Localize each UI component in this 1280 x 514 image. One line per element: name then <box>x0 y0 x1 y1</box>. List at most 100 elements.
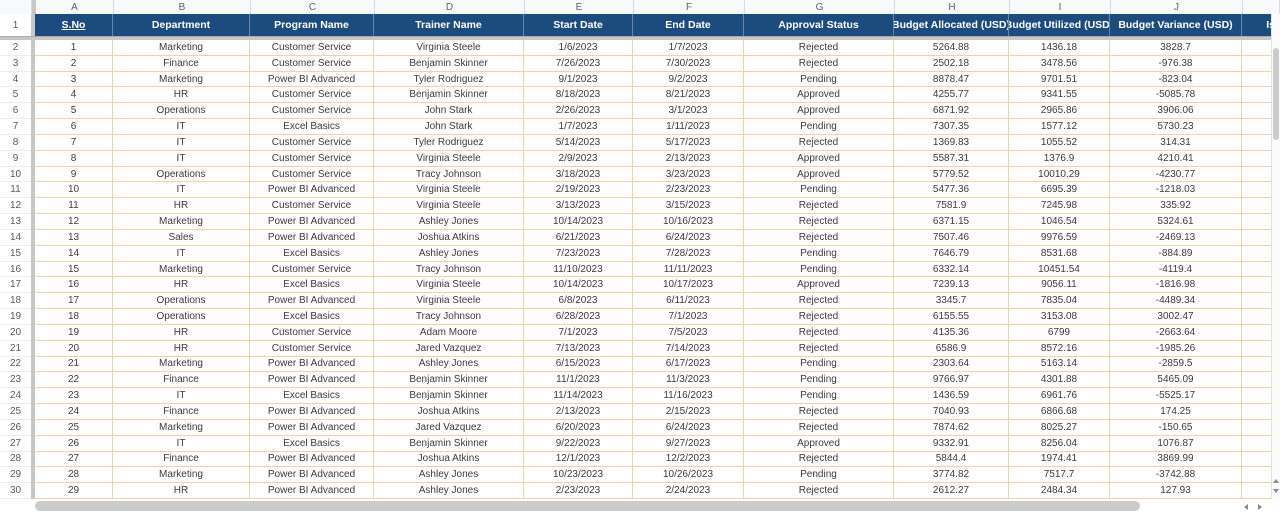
cell-G28[interactable]: Rejected <box>744 451 894 468</box>
cell-B14[interactable]: Sales <box>113 229 250 246</box>
cell-F27[interactable]: 9/27/2023 <box>633 435 744 452</box>
header-cell-H[interactable]: Budget Allocated (USD) <box>894 14 1009 36</box>
cell-D6[interactable]: John Stark <box>374 103 524 120</box>
cell-E10[interactable]: 3/18/2023 <box>524 166 633 183</box>
cell-C7[interactable]: Excel Basics <box>250 119 374 135</box>
cell-D28[interactable]: Joshua Atkins <box>374 451 524 468</box>
cell-G9[interactable]: Approved <box>744 150 894 167</box>
cell-H9[interactable]: 5587.31 <box>894 150 1009 167</box>
column-letter-D[interactable]: D <box>375 0 525 14</box>
cell-A29[interactable]: 28 <box>35 467 113 484</box>
cell-E4[interactable]: 9/1/2023 <box>524 71 633 88</box>
cell-I6[interactable]: 2965.86 <box>1009 103 1110 120</box>
cell-A12[interactable]: 11 <box>35 198 113 215</box>
cell-k25[interactable] <box>1242 404 1280 420</box>
cell-I18[interactable]: 7835.04 <box>1009 293 1110 310</box>
cell-J23[interactable]: 5465.09 <box>1110 372 1242 389</box>
cell-I27[interactable]: 8256.04 <box>1009 435 1110 452</box>
cell-D3[interactable]: Benjamin Skinner <box>374 55 524 72</box>
cell-H30[interactable]: 2612.27 <box>894 483 1009 500</box>
cell-F29[interactable]: 10/26/2023 <box>633 467 744 484</box>
cell-A25[interactable]: 24 <box>35 404 113 420</box>
cell-I25[interactable]: 6866.68 <box>1009 404 1110 420</box>
cell-H21[interactable]: 6586.9 <box>894 340 1009 357</box>
cell-A9[interactable]: 8 <box>35 150 113 167</box>
cell-D24[interactable]: Benjamin Skinner <box>374 388 524 405</box>
cell-J28[interactable]: 3869.99 <box>1110 451 1242 468</box>
cell-E13[interactable]: 10/14/2023 <box>524 214 633 230</box>
cell-J24[interactable]: -5525.17 <box>1110 388 1242 405</box>
cell-F18[interactable]: 6/11/2023 <box>633 293 744 310</box>
scroll-down-icon[interactable] <box>1273 489 1279 493</box>
cell-B18[interactable]: Operations <box>113 293 250 310</box>
cell-A16[interactable]: 15 <box>35 261 113 278</box>
scroll-right-icon[interactable] <box>1258 504 1262 510</box>
cell-A8[interactable]: 7 <box>35 134 113 151</box>
cell-G2[interactable]: Rejected <box>744 40 894 56</box>
cell-D23[interactable]: Benjamin Skinner <box>374 372 524 389</box>
cell-D19[interactable]: Tracy Johnson <box>374 309 524 325</box>
cell-C10[interactable]: Customer Service <box>250 166 374 183</box>
cell-E28[interactable]: 12/1/2023 <box>524 451 633 468</box>
row-number-26[interactable]: 26 <box>0 419 31 436</box>
row-number-20[interactable]: 20 <box>0 324 31 341</box>
cell-D8[interactable]: Tyler Rodriguez <box>374 134 524 151</box>
cell-J15[interactable]: -884.89 <box>1110 245 1242 262</box>
cell-I16[interactable]: 10451.54 <box>1009 261 1110 278</box>
cell-D9[interactable]: Virginia Steele <box>374 150 524 167</box>
row-number-25[interactable]: 25 <box>0 404 31 420</box>
cell-G25[interactable]: Rejected <box>744 404 894 420</box>
row-number-14[interactable]: 14 <box>0 229 31 246</box>
cell-F12[interactable]: 3/15/2023 <box>633 198 744 215</box>
row-number-21[interactable]: 21 <box>0 340 31 357</box>
cell-B4[interactable]: Marketing <box>113 71 250 88</box>
cell-E20[interactable]: 7/1/2023 <box>524 324 633 341</box>
cell-J30[interactable]: 127.93 <box>1110 483 1242 500</box>
cell-F11[interactable]: 2/23/2023 <box>633 182 744 199</box>
row-number-23[interactable]: 23 <box>0 372 31 389</box>
scroll-up-icon[interactable] <box>1273 479 1279 483</box>
cell-C20[interactable]: Customer Service <box>250 324 374 341</box>
header-cell-D[interactable]: Trainer Name <box>374 14 524 36</box>
cell-D22[interactable]: Ashley Jones <box>374 356 524 373</box>
cell-G6[interactable]: Approved <box>744 103 894 120</box>
cell-A5[interactable]: 4 <box>35 87 113 104</box>
cell-J25[interactable]: 174.25 <box>1110 404 1242 420</box>
cell-H6[interactable]: 6871.92 <box>894 103 1009 120</box>
cell-H5[interactable]: 4255.77 <box>894 87 1009 104</box>
cell-B8[interactable]: IT <box>113 134 250 151</box>
cell-G3[interactable]: Rejected <box>744 55 894 72</box>
header-cell-C[interactable]: Program Name <box>250 14 374 36</box>
cell-k7[interactable] <box>1242 119 1280 135</box>
cell-G29[interactable]: Pending <box>744 467 894 484</box>
scroll-left-icon[interactable] <box>1244 504 1248 510</box>
cell-k13[interactable] <box>1242 214 1280 230</box>
cell-I29[interactable]: 7517.7 <box>1009 467 1110 484</box>
cell-F2[interactable]: 1/7/2023 <box>633 40 744 56</box>
cell-B19[interactable]: Operations <box>113 309 250 325</box>
cell-B21[interactable]: HR <box>113 340 250 357</box>
cell-C2[interactable]: Customer Service <box>250 40 374 56</box>
cell-H29[interactable]: 3774.82 <box>894 467 1009 484</box>
cell-B7[interactable]: IT <box>113 119 250 135</box>
cell-k17[interactable] <box>1242 277 1280 294</box>
cell-C11[interactable]: Power BI Advanced <box>250 182 374 199</box>
cell-H7[interactable]: 7307.35 <box>894 119 1009 135</box>
cell-E9[interactable]: 2/9/2023 <box>524 150 633 167</box>
cell-H28[interactable]: 5844.4 <box>894 451 1009 468</box>
cell-J7[interactable]: 5730.23 <box>1110 119 1242 135</box>
cell-C13[interactable]: Power BI Advanced <box>250 214 374 230</box>
horizontal-scrollbar-thumb[interactable] <box>35 501 1140 511</box>
cell-J9[interactable]: 4210.41 <box>1110 150 1242 167</box>
cell-J19[interactable]: 3002.47 <box>1110 309 1242 325</box>
row-number-18[interactable]: 18 <box>0 293 31 310</box>
cell-J11[interactable]: -1218.03 <box>1110 182 1242 199</box>
cell-F16[interactable]: 11/11/2023 <box>633 261 744 278</box>
select-all-corner[interactable] <box>0 0 32 14</box>
cell-I12[interactable]: 7245.98 <box>1009 198 1110 215</box>
column-letter-B[interactable]: B <box>114 0 251 14</box>
row-number-9[interactable]: 9 <box>0 150 31 167</box>
cell-H14[interactable]: 7507.46 <box>894 229 1009 246</box>
cell-H2[interactable]: 5264.88 <box>894 40 1009 56</box>
cell-J10[interactable]: -4230.77 <box>1110 166 1242 183</box>
